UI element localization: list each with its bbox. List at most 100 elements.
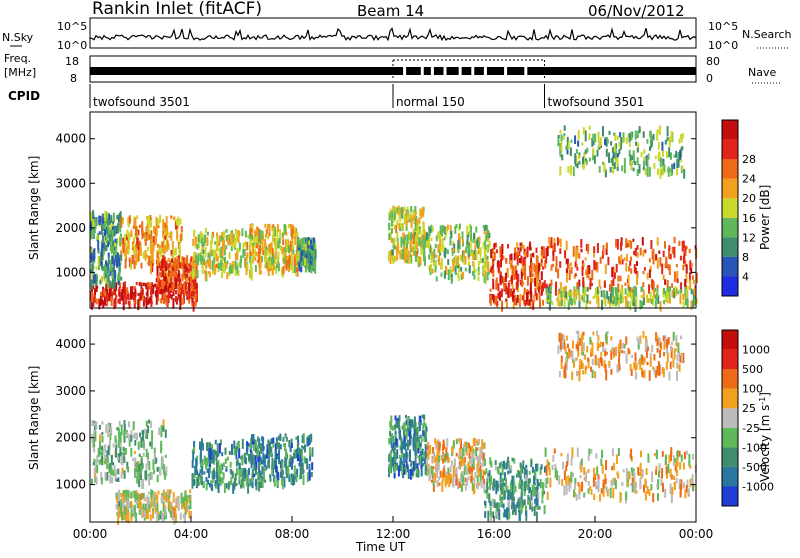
colorbar-tick-3: 25 <box>742 402 756 415</box>
date-title: 06/Nov/2012 <box>588 2 685 20</box>
colorbar-tick-3: 16 <box>742 212 756 225</box>
cpid-segments: twofsound 3501 normal 150 twofsound 3501 <box>89 84 645 109</box>
nsearch-tick-bottom: 10^0 <box>708 39 738 52</box>
data-region-6 <box>484 456 546 523</box>
data-region-10 <box>545 236 698 296</box>
freq-label-1: Freq. <box>4 52 31 65</box>
colorbar-swatch-1 <box>722 256 738 277</box>
counts-frame <box>89 17 697 49</box>
freq-gap-6 <box>483 67 487 75</box>
power-colorbar-label: Power [dB] <box>758 185 772 250</box>
freq-gap-8 <box>524 67 528 75</box>
freq-gap-1 <box>420 67 424 75</box>
colorbar-swatch-8 <box>722 330 738 350</box>
time-axis-label: Time UT <box>355 540 406 554</box>
freq-panel: Freq. [MHz] 18 8 80 0 Nave <box>4 52 782 85</box>
power-panel-border <box>89 111 697 309</box>
freq-gaps <box>403 67 528 75</box>
x-tick-label-3: 12:00 <box>376 527 411 541</box>
data-region-3 <box>155 255 198 295</box>
counts-panel: N.Sky 10^5 10^0 10^5 10^0 N.Search <box>2 17 792 52</box>
data-region-12 <box>557 125 686 179</box>
velocity-data <box>91 330 697 525</box>
data-region-9 <box>489 241 547 312</box>
power-data <box>90 125 698 312</box>
power-yticks: 1000 2000 3000 4000 <box>55 132 696 279</box>
colorbar-swatch-7 <box>722 139 738 160</box>
freq-gap-5 <box>471 67 475 75</box>
freq-gap-7 <box>504 67 508 75</box>
freq-gap-0 <box>403 67 407 75</box>
y-tick-label-3: 4000 <box>55 132 86 146</box>
beam-title: Beam 14 <box>357 2 424 20</box>
freq-gap-4 <box>458 67 462 75</box>
data-region-0 <box>91 419 168 489</box>
colorbar-tick-4: -25 <box>742 422 760 435</box>
nave-tick-top: 80 <box>706 55 720 68</box>
velocity-ylabel: Slant Range [km] <box>27 366 41 470</box>
velocity-colorbar-label: Velocity [m s-1] <box>758 392 772 482</box>
y-tick-label-1: 2000 <box>55 431 86 445</box>
colorbar-swatch-2 <box>722 237 738 257</box>
colorbar-tick-6: 28 <box>742 153 756 166</box>
colorbar-swatch-6 <box>722 159 738 179</box>
data-region-2 <box>120 214 183 275</box>
nave-dotted-trace <box>392 59 545 80</box>
nave-label: Nave <box>748 66 776 79</box>
colorbar-tick-0: 4 <box>742 270 749 283</box>
freq-band <box>90 67 696 75</box>
cpid-segment-0: twofsound 3501 <box>93 95 190 109</box>
data-region-7 <box>388 205 428 268</box>
x-tick-label-0: 00:00 <box>73 527 108 541</box>
colorbar-tick-0: 1000 <box>742 344 770 357</box>
nsearch-label: N.Search <box>742 28 792 41</box>
nsky-tick-bottom: 10^0 <box>57 39 87 52</box>
nsky-tick-top: 10^5 <box>57 20 87 33</box>
colorbar-tick-2: 12 <box>742 231 756 244</box>
colorbar-swatch-1 <box>722 466 738 487</box>
velocity-panel: Slant Range [km] 1000 2000 3000 4000 1000 50… <box>27 315 774 525</box>
nsearch-tick-top: 10^5 <box>708 20 738 33</box>
data-region-1 <box>90 210 123 290</box>
x-tick-label-5: 20:00 <box>578 527 613 541</box>
data-region-5 <box>249 223 299 278</box>
nsky-trace <box>89 26 697 42</box>
data-region-8 <box>557 330 685 382</box>
colorbar-swatch-3 <box>722 427 738 448</box>
colorbar-tick-1: 500 <box>742 363 763 376</box>
y-tick-label-0: 1000 <box>55 478 86 492</box>
data-region-1 <box>115 489 193 525</box>
colorbar-tick-5: -100 <box>742 441 767 454</box>
colorbar-swatch-7 <box>722 349 738 370</box>
cpid-segment-1: normal 150 <box>396 95 465 109</box>
data-region-7 <box>544 447 697 504</box>
colorbar-tick-4: 20 <box>742 192 756 205</box>
colorbar-swatch-6 <box>722 369 738 389</box>
freq-tick-top: 18 <box>65 55 79 68</box>
y-tick-label-2: 3000 <box>55 176 86 190</box>
colorbar-swatch-0 <box>722 486 738 506</box>
freq-tick-bottom: 8 <box>70 72 77 85</box>
cpid-label: CPID <box>8 89 40 103</box>
data-region-8 <box>426 223 491 284</box>
data-region-11 <box>545 285 698 312</box>
data-region-6 <box>297 237 317 274</box>
freq-label-2: [MHz] <box>4 66 36 79</box>
station-title: Rankin Inlet (fitACF) <box>92 0 262 19</box>
time-axis-ticks: 00:00 04:00 08:00 12:00 16:00 20:00 00:00 <box>73 516 714 541</box>
freq-gap-2 <box>430 67 434 75</box>
x-tick-label-2: 08:00 <box>275 527 310 541</box>
colorbar-swatch-5 <box>722 178 738 199</box>
nsky-label: N.Sky <box>2 31 34 44</box>
colorbar-swatch-0 <box>722 276 738 296</box>
colorbar-swatch-5 <box>722 388 738 409</box>
cpid-segment-2: twofsound 3501 <box>548 95 645 109</box>
power-colorbar: 4 8 12 16 20 24 28 <box>721 119 756 297</box>
y-tick-label-0: 1000 <box>55 265 86 279</box>
x-tick-label-6: 00:00 <box>679 527 714 541</box>
freq-gap-3 <box>443 67 447 75</box>
nave-tick-bottom: 0 <box>706 72 713 85</box>
colorbar-tick-1: 8 <box>742 251 749 264</box>
